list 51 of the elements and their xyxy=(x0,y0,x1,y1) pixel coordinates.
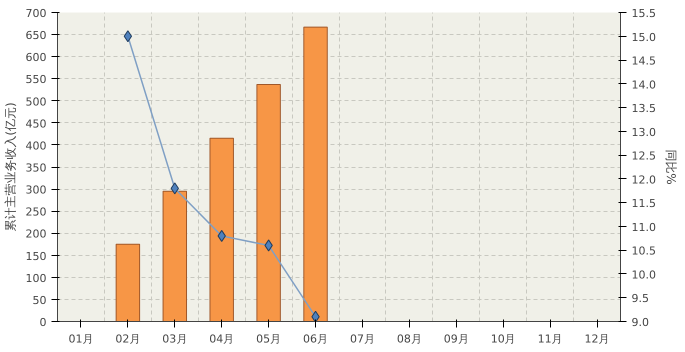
bar xyxy=(256,84,281,322)
y-tick-label: 500 xyxy=(26,95,47,108)
y2-tick-label: 10.0 xyxy=(632,268,656,282)
y-tick-label: 450 xyxy=(26,117,47,130)
x-tick-label: 08月 xyxy=(396,332,422,346)
y2-tick-label: 11.0 xyxy=(632,220,656,234)
x-tick-label: 06月 xyxy=(303,332,328,346)
x-tick-label: 09月 xyxy=(444,332,469,346)
y-tick-label: 300 xyxy=(26,184,47,197)
y-tick-label: 0 xyxy=(40,316,46,329)
x-tick-label: 05月 xyxy=(256,332,282,346)
x-tick-label: 03月 xyxy=(162,332,188,346)
point xyxy=(311,310,320,322)
x-tick-label: 12月 xyxy=(584,332,610,346)
y-tick-label: 250 xyxy=(26,206,47,219)
y2-tick-label: 11.5 xyxy=(632,197,656,210)
y-tick-label: 200 xyxy=(26,228,47,241)
point xyxy=(124,30,132,42)
y-tick-label: 350 xyxy=(26,162,47,174)
y2-tick-label: 14.0 xyxy=(632,78,656,92)
y2-tick-label: 13.5 xyxy=(632,102,656,116)
y-axis-title: 累计主营业务收入(亿元) xyxy=(4,102,18,232)
y2-tick-label: 9.5 xyxy=(632,292,649,306)
x-tick-label: 04月 xyxy=(209,332,234,346)
y-tick-label: 400 xyxy=(26,139,47,152)
y-tick-label: 100 xyxy=(26,272,47,285)
x-tick-label: 11月 xyxy=(538,332,563,346)
y-tick-label: 550 xyxy=(26,73,47,86)
point xyxy=(264,239,273,252)
y2-tick-label: 12.0 xyxy=(632,173,656,186)
y-tick-label: 50 xyxy=(32,294,47,307)
bar xyxy=(116,244,140,322)
y2-tick-label: 10.5 xyxy=(632,244,656,258)
bar xyxy=(303,26,328,322)
y2-tick-label: 14.5 xyxy=(632,54,656,68)
bar xyxy=(209,138,234,322)
y2-tick-label: 9.0 xyxy=(632,316,649,329)
y2-tick-label: 15.0 xyxy=(632,30,656,44)
y-tick-label: 150 xyxy=(26,250,47,263)
y2-tick-label: 15.5 xyxy=(632,7,656,20)
x-tick-label: 07月 xyxy=(350,332,375,346)
y-tick-label: 650 xyxy=(26,29,47,42)
x-tick-label: 01月 xyxy=(68,332,94,346)
x-tick-label: 10月 xyxy=(490,332,516,346)
bar xyxy=(162,190,188,322)
y2-axis-title: 同比% xyxy=(664,149,678,185)
y2-tick-label: 12.5 xyxy=(632,150,656,163)
y2-tick-label: 13.0 xyxy=(632,126,656,139)
x-tick-label: 02月 xyxy=(115,332,140,346)
y-tick-label: 600 xyxy=(26,51,47,64)
y-tick-label: 700 xyxy=(26,7,47,20)
